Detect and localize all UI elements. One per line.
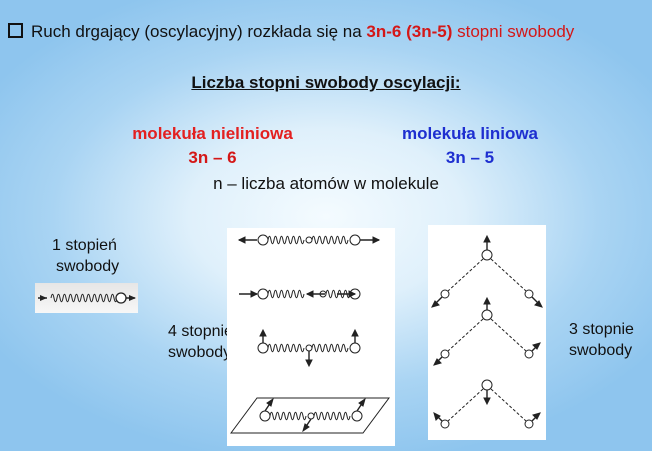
headline: Ruch drgający (oscylacyjny) rozkłada się… — [8, 22, 574, 42]
bent-caption-line2: swobody — [569, 342, 633, 359]
linear-formula: 3n – 5 — [445, 148, 495, 167]
diatomic-molecule-image — [35, 283, 138, 313]
bent-caption: 3 stopnie swobody — [569, 319, 634, 361]
linear-caption: 4 stopnie swobody — [168, 321, 233, 363]
linear-label: molekuła liniowa — [401, 124, 539, 143]
linear-column: molekuła liniowa 3n – 5 — [380, 122, 560, 170]
headline-highlight: 3n-6 (3n-5) — [366, 22, 453, 41]
linear-caption-line2: swobody — [168, 344, 232, 361]
diatomic-caption-line2: swobody — [56, 258, 120, 275]
diatomic-caption: 1 stopień swobody — [52, 235, 119, 277]
headline-end: stopni swobody — [452, 22, 575, 41]
checkbox-bullet-icon — [8, 23, 23, 38]
linear-molecule-vibrations-image — [227, 228, 395, 446]
nonlinear-column: molekuła nieliniowa 3n – 6 — [120, 122, 305, 170]
subtitle: Liczba stopni swobody oscylacji: — [191, 73, 461, 92]
nonlinear-label: molekuła nieliniowa — [132, 124, 293, 143]
diatomic-caption-line1: 1 stopień — [52, 237, 117, 254]
nonlinear-formula: 3n – 6 — [188, 148, 237, 167]
atom-count-note: n – liczba atomów w molekule — [213, 174, 439, 193]
bent-molecule-vibrations-image — [428, 225, 546, 440]
linear-caption-line1: 4 stopnie — [168, 323, 233, 340]
bent-caption-line1: 3 stopnie — [569, 321, 634, 338]
headline-text: Ruch drgający (oscylacyjny) rozkłada się… — [31, 22, 367, 41]
